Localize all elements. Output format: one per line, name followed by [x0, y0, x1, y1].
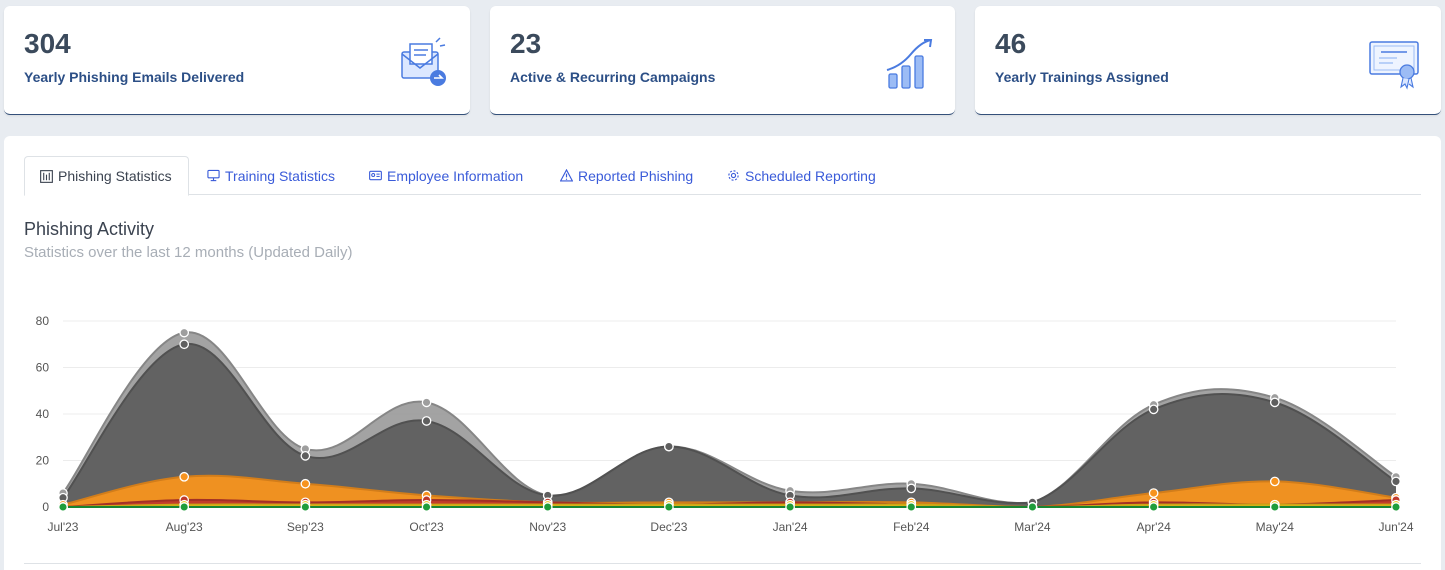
data-point — [1148, 488, 1159, 498]
stat-label: Yearly Phishing Emails Delivered — [24, 69, 245, 85]
x-tick-label: Sep'23 — [287, 520, 324, 534]
series-line — [62, 343, 1397, 505]
tab-label: Training Statistics — [225, 167, 335, 184]
growth-chart-icon — [886, 39, 933, 89]
tab-phishing-statistics[interactable]: Phishing Statistics — [24, 156, 189, 196]
data-point — [421, 502, 432, 512]
statistics-panel: Phishing Statistics Training Statistics … — [4, 136, 1441, 570]
tab-employee-information[interactable]: Employee Information — [354, 156, 538, 195]
stat-value: 304 — [24, 28, 71, 59]
x-tick-label: Jan'24 — [773, 520, 808, 534]
tab-bar: Phishing Statistics Training Statistics … — [24, 156, 1421, 196]
data-point — [1391, 502, 1401, 512]
data-point — [1269, 397, 1280, 408]
stat-value: 23 — [510, 28, 542, 59]
x-tick-label: Mar'24 — [1014, 520, 1051, 534]
y-tick-label: 80 — [36, 314, 50, 328]
chart-icon — [40, 169, 53, 183]
data-point — [58, 502, 68, 512]
id-card-icon — [369, 170, 382, 181]
x-tick-label: Feb'24 — [893, 520, 930, 534]
stat-card-trainings: 46 Yearly Trainings Assigned — [975, 6, 1441, 115]
stat-card-campaigns: 23 Active & Recurring Campaigns — [490, 6, 955, 115]
data-point — [664, 441, 674, 452]
data-point — [542, 502, 553, 512]
data-point — [421, 397, 432, 408]
tab-label: Employee Information — [387, 167, 524, 184]
data-point — [421, 416, 432, 426]
y-tick-label: 0 — [42, 500, 49, 514]
tab-label: Scheduled Reporting — [745, 167, 876, 184]
x-tick-label: May'24 — [1256, 520, 1295, 534]
y-tick-label: 60 — [36, 361, 50, 375]
chart-svg: 0 20 40 60 80 Jul'23 Aug'23 Sep'23 Oct'23 Nov'23 D… — [36, 314, 1414, 534]
data-point — [785, 502, 795, 512]
data-point — [906, 502, 917, 512]
series-line — [62, 503, 1396, 509]
x-tick-label: Apr'24 — [1136, 520, 1171, 534]
stat-value: 46 — [995, 28, 1027, 59]
phishing-activity-chart: 0 20 40 60 80 Jul'23 Aug'23 Sep'23 Oct'23 Nov'23 D… — [4, 296, 1441, 546]
x-tick-label: Dec'23 — [650, 520, 687, 534]
data-point — [300, 451, 311, 461]
series-line — [62, 498, 1397, 509]
x-tick-label: Nov'23 — [529, 520, 566, 534]
warning-icon — [560, 169, 573, 182]
tab-training-statistics[interactable]: Training Statistics — [192, 156, 350, 195]
data-point — [906, 483, 917, 494]
tab-label: Reported Phishing — [578, 167, 694, 184]
x-tick-label: Aug'23 — [166, 520, 203, 534]
y-tick-label: 40 — [36, 407, 50, 421]
series-area — [63, 475, 1396, 507]
y-tick-label: 20 — [36, 454, 50, 468]
section-subtitle: Statistics over the last 12 months (Upda… — [24, 244, 353, 261]
data-point — [1391, 476, 1401, 487]
monitor-icon — [207, 169, 220, 182]
divider — [24, 563, 1421, 564]
data-point — [1269, 476, 1280, 487]
tab-reported-phishing[interactable]: Reported Phishing — [545, 156, 708, 195]
data-point — [179, 471, 190, 482]
data-point — [664, 502, 674, 512]
data-point — [1148, 502, 1159, 512]
tab-label: Phishing Statistics — [58, 168, 172, 184]
data-point — [1148, 404, 1159, 415]
x-tick-label: Jun'24 — [1379, 520, 1414, 534]
data-point — [179, 339, 190, 350]
x-tick-label: Jul'23 — [48, 520, 79, 534]
stat-label: Active & Recurring Campaigns — [510, 69, 716, 85]
stat-label: Yearly Trainings Assigned — [995, 69, 1169, 85]
stat-card-emails: 304 Yearly Phishing Emails Delivered — [4, 6, 470, 115]
email-delivered-icon — [401, 37, 446, 86]
series-line — [62, 474, 1397, 509]
x-tick-label: Oct'23 — [409, 520, 444, 534]
data-point — [300, 478, 311, 489]
tab-scheduled-reporting[interactable]: Scheduled Reporting — [712, 156, 891, 195]
section-title: Phishing Activity — [24, 219, 155, 239]
data-point — [1269, 502, 1280, 512]
data-point — [300, 502, 311, 512]
data-point — [179, 327, 190, 338]
series-area — [63, 343, 1396, 507]
data-point — [179, 502, 190, 512]
gear-icon — [728, 170, 739, 181]
data-point — [1027, 502, 1038, 512]
certificate-icon — [1369, 41, 1419, 90]
